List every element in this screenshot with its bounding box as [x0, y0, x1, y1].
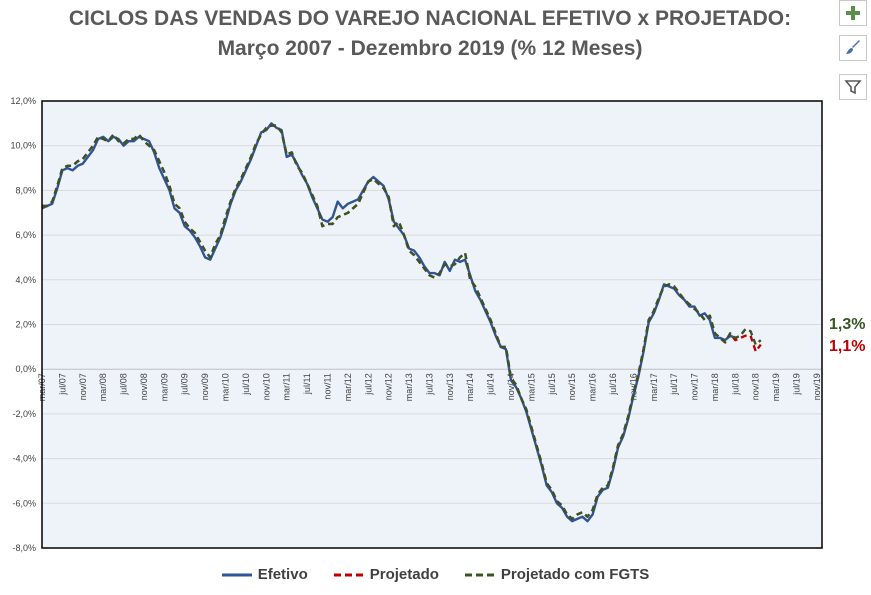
x-tick-label: mar/14 [465, 373, 475, 401]
y-tick-label: 4,0% [15, 275, 36, 285]
y-tick-label: 2,0% [15, 320, 36, 330]
x-tick-label: jul/12 [363, 373, 373, 396]
x-tick-label: jul/09 [180, 373, 190, 396]
x-tick-label: jul/10 [241, 373, 251, 396]
chart-title: CICLOS DAS VENDAS DO VAREJO NACIONAL EFE… [68, 7, 792, 30]
add-chart-element-button[interactable] [839, 0, 867, 26]
x-tick-label: jul/15 [547, 373, 557, 396]
x-tick-label: mar/19 [771, 373, 781, 401]
y-tick-label: 8,0% [15, 185, 36, 195]
x-tick-label: mar/16 [588, 373, 598, 401]
x-tick-label: mar/11 [282, 373, 292, 400]
x-tick-label: jul/18 [730, 373, 740, 396]
x-tick-label: mar/17 [649, 373, 659, 401]
x-tick-label: mar/08 [98, 373, 108, 401]
y-tick-label: 12,0% [10, 96, 36, 106]
x-tick-label: jul/11 [302, 373, 312, 395]
x-tick-label: jul/07 [57, 373, 67, 396]
legend-line-fgts [464, 573, 495, 576]
y-tick-label: 0,0% [15, 364, 36, 374]
y-tick-label: -4,0% [12, 454, 36, 464]
end-label-fgts: 1,3% [829, 316, 866, 333]
x-tick-label: nov/09 [200, 373, 210, 400]
chart-styles-button[interactable] [839, 35, 867, 61]
x-tick-label: nov/10 [261, 373, 271, 400]
x-tick-label: mar/18 [710, 373, 720, 401]
filter-icon [844, 80, 862, 95]
x-tick-label: nov/11 [322, 373, 332, 399]
legend-label-projetado: Projetado [369, 566, 439, 583]
y-tick-label: 10,0% [10, 141, 36, 151]
plot-border [41, 100, 823, 549]
end-label-projetado: 1,1% [829, 338, 866, 355]
x-tick-label: nov/15 [567, 373, 577, 400]
x-tick-label: jul/17 [669, 373, 679, 396]
legend-label-fgts: Projetado com FGTS [500, 566, 650, 583]
x-tick-label: jul/08 [119, 373, 129, 396]
legend-item-projetado[interactable]: Projetado [333, 566, 439, 583]
brush-icon [846, 40, 860, 54]
x-tick-label: jul/14 [486, 373, 496, 396]
x-tick-label: mar/13 [404, 373, 414, 401]
x-tick-label: jul/16 [608, 373, 618, 396]
legend-line-projetado [333, 573, 364, 576]
chart-subtitle: Março 2007 - Dezembro 2019 (% 12 Meses) [217, 37, 643, 60]
x-tick-label: nov/18 [751, 373, 761, 400]
plus-icon [846, 6, 860, 20]
chart-filters-button[interactable] [839, 74, 867, 100]
x-tick-label: mar/09 [159, 373, 169, 401]
legend-label-efetivo: Efetivo [257, 566, 308, 583]
x-tick-label: nov/08 [139, 373, 149, 400]
legend: Efetivo Projetado Projetado com FGTS [0, 566, 871, 583]
x-tick-label: nov/13 [445, 373, 455, 400]
y-tick-label: -6,0% [12, 498, 36, 508]
legend-item-efetivo[interactable]: Efetivo [221, 566, 308, 583]
x-tick-label: nov/07 [78, 373, 88, 400]
legend-item-fgts[interactable]: Projetado com FGTS [464, 566, 650, 583]
series-fgts [42, 124, 762, 521]
y-tick-label: -2,0% [12, 409, 36, 419]
x-tick-label: nov/14 [506, 373, 516, 400]
y-tick-label: -8,0% [12, 543, 36, 553]
x-tick-label: mar/10 [221, 373, 231, 401]
x-tick-label: jul/19 [792, 373, 802, 396]
x-tick-label: mar/15 [526, 373, 536, 401]
x-tick-label: nov/19 [812, 373, 822, 400]
x-tick-label: nov/12 [384, 373, 394, 400]
x-tick-label: jul/13 [424, 373, 434, 396]
x-tick-label: nov/17 [690, 373, 700, 400]
y-tick-label: 6,0% [15, 230, 36, 240]
legend-line-efetivo [221, 573, 252, 576]
x-tick-label: nov/16 [628, 373, 638, 400]
x-tick-label: mar/12 [343, 373, 353, 401]
